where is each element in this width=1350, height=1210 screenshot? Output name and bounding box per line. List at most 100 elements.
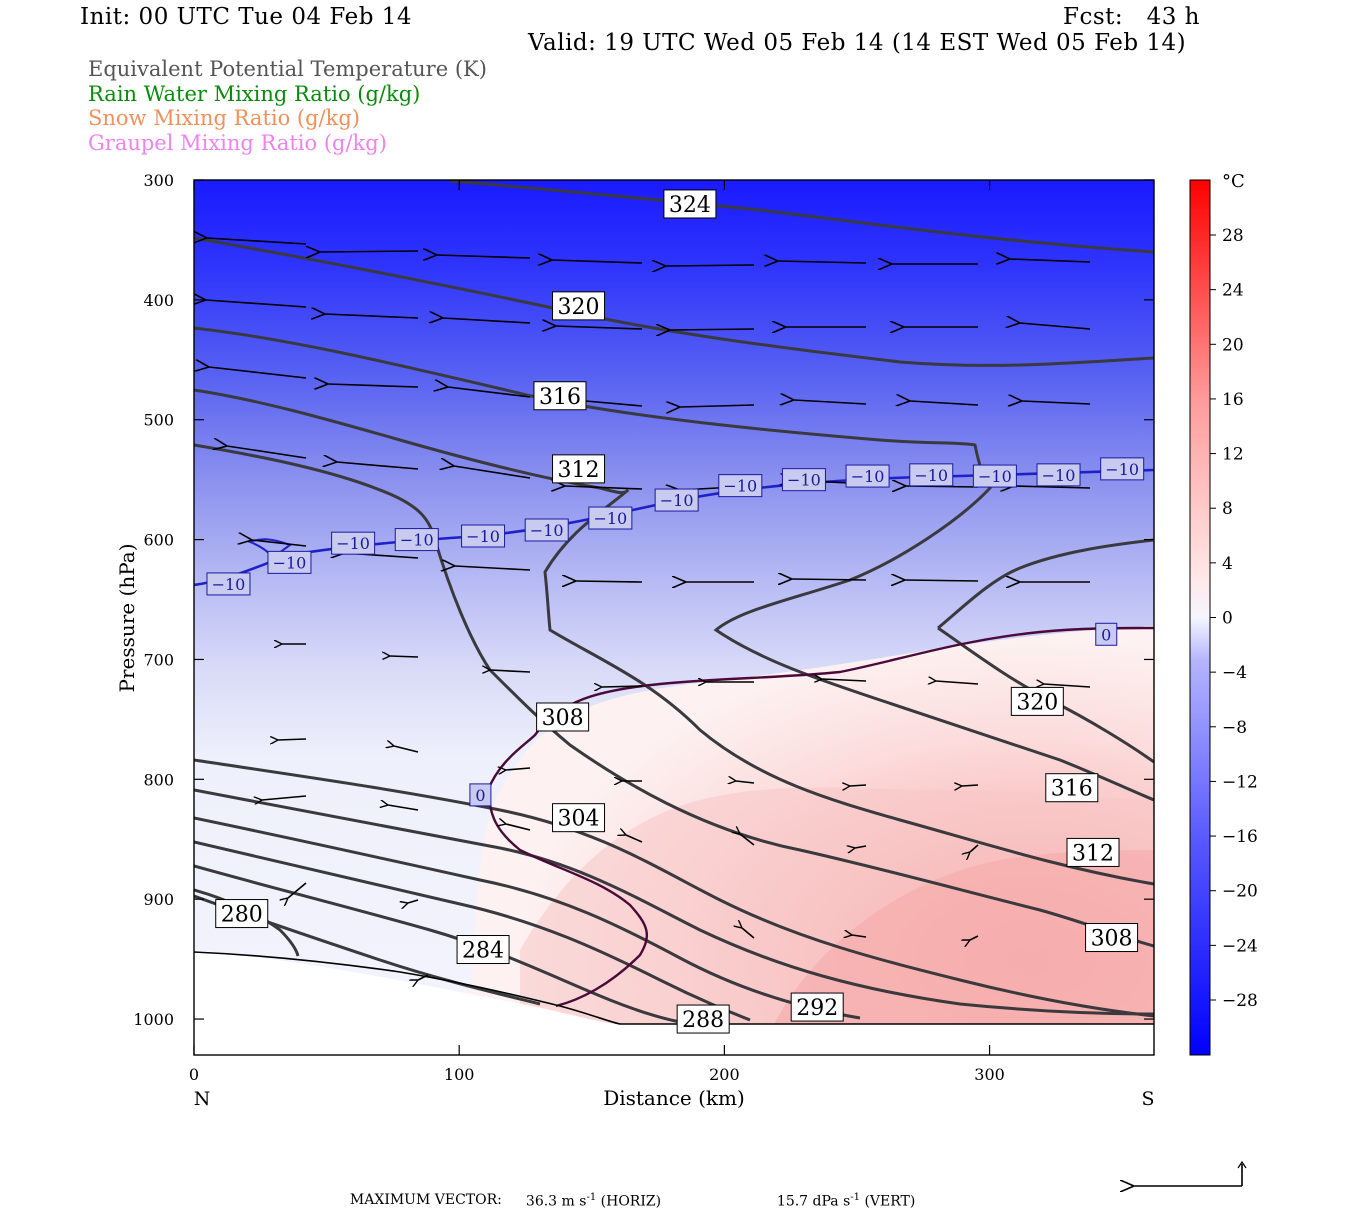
wind-vector: [1044, 684, 1091, 687]
theta-e-320-lower: [937, 538, 1154, 630]
y-tick-label: 900: [143, 890, 174, 909]
wind-vector: [506, 824, 531, 831]
theta-e-label-box: [1085, 923, 1139, 953]
colorbar: °C 28 24 20 16 12 8 4 0 −4 −8 −12 −16 −20 −24 −28: [1189, 171, 1258, 1056]
wind-vector: [448, 387, 531, 398]
colorbar-ticks: 28 24 20 16 12 8 4 0 −4 −8 −12 −16 −20 −24 −28: [1210, 226, 1258, 1011]
legend-snow: Snow Mixing Ratio (g/kg): [88, 106, 360, 130]
isotherm-label-box: [654, 488, 699, 512]
wind-vector: [278, 739, 307, 740]
wind-vector: [209, 367, 307, 379]
isotherm-label-box: [909, 463, 954, 487]
colorbar-tick-label: −12: [1222, 772, 1258, 792]
horiz-max: 36.3 m s-1 (HORIZ): [517, 1176, 661, 1210]
wind-vector: [227, 446, 307, 459]
theta-e-label: 308: [1091, 927, 1133, 952]
legend-graupel: Graupel Mixing Ratio (g/kg): [88, 131, 387, 155]
wind-vector: [1020, 323, 1091, 330]
colorbar-scale: [1189, 179, 1211, 1056]
isotherm-label-box: [461, 524, 506, 548]
theta-e-label-box: [533, 381, 587, 411]
wind-vector: [905, 580, 979, 581]
north-label: N: [194, 1088, 211, 1110]
wind-vector: [206, 300, 307, 308]
wind-vector: [1014, 486, 1091, 488]
isotherm-label-box: [1100, 457, 1145, 481]
isotherm-label-box: [331, 531, 376, 555]
wind-vector: [443, 318, 531, 323]
wind-vector: [394, 746, 419, 753]
wind-vector: [736, 781, 755, 783]
max-vector-label: MAXIMUM VECTOR:: [349, 1192, 502, 1208]
isotherm-label: −10: [400, 531, 434, 550]
valid-time: Valid: 19 UTC Wed 05 Feb 14 (14 EST Wed …: [528, 30, 1187, 56]
forecast-hour: Fcst: 43 h: [1063, 4, 1200, 30]
wind-vector: [626, 835, 643, 843]
isotherm-label-box: [524, 518, 569, 542]
colorbar-tick-label: −20: [1222, 882, 1258, 902]
theta-e-292: [194, 840, 751, 1022]
axes: 300 400 500 600 700 800 900 1000 0 100 200 300 N S Dis…: [115, 171, 1155, 1110]
colorbar-tick-label: 20: [1222, 335, 1244, 355]
wind-vector: [556, 326, 643, 329]
isotherm-label-box: [718, 474, 763, 498]
wind-vector: [490, 670, 531, 672]
theta-e-label-box: [552, 803, 606, 833]
theta-e-320: [194, 236, 1154, 367]
theta-e-label: 320: [1016, 690, 1058, 715]
x-tick-label: 300: [974, 1065, 1005, 1084]
theta-e-304: [194, 758, 1154, 1018]
wind-vector: [576, 581, 643, 582]
vert-value: 15.7 dPa s: [776, 1193, 851, 1210]
theta-e-label-box: [1010, 686, 1064, 716]
wind-vectors: [206, 238, 1091, 980]
vert-max: 15.7 dPa s-1 (VERT): [768, 1176, 915, 1210]
colorbar-tick-label: 8: [1222, 499, 1233, 519]
max-vector-footer: MAXIMUM VECTOR:: [341, 1176, 502, 1208]
isotherm-label: −10: [1042, 466, 1076, 485]
isotherm-label: 0: [1101, 625, 1111, 644]
theta-e-label: 280: [221, 903, 263, 928]
theta-e-label: 312: [1072, 841, 1114, 866]
y-axis-title: Pressure (hPa): [115, 544, 139, 693]
horiz-tag: (HORIZ): [600, 1193, 662, 1210]
wind-vector: [388, 805, 419, 811]
wind-vector: [742, 928, 755, 939]
y-tick-label: 700: [143, 650, 174, 669]
colorbar-tick-label: 28: [1222, 226, 1244, 246]
wind-vector: [565, 486, 643, 489]
colorbar-tick-label: −4: [1222, 663, 1247, 683]
isotherm-label: −10: [593, 509, 627, 528]
isotherm-label-box: [1095, 622, 1118, 646]
x-tick-label: 100: [444, 1065, 475, 1084]
theta-e-label-box: [552, 454, 606, 484]
wind-vector: [325, 314, 419, 318]
wind-vector: [337, 462, 419, 470]
y-tick-label: 600: [143, 531, 174, 550]
vert-tag: (VERT): [864, 1193, 916, 1210]
wind-vector: [852, 935, 867, 937]
isotherm-label: −10: [1105, 460, 1139, 479]
theta-e-label-box: [456, 935, 510, 965]
isotherm-label: −10: [660, 491, 694, 510]
theta-e-label-box: [1045, 773, 1099, 803]
colorbar-tick-label: −24: [1222, 936, 1258, 956]
x-tick-label: 0: [189, 1065, 199, 1084]
theta-e-312: [194, 388, 1154, 886]
wind-vector: [970, 844, 979, 852]
colorbar-tick-label: −28: [1222, 991, 1258, 1011]
isotherm-label-box: [588, 506, 633, 530]
colorbar-tick-label: −8: [1222, 718, 1247, 738]
max-vector-icon: [1134, 1160, 1247, 1186]
wind-vector: [602, 686, 643, 687]
theta-e-label-box: [663, 189, 717, 219]
isotherm-label-box: [1036, 463, 1081, 487]
colorbar-tick-label: 24: [1222, 281, 1244, 301]
x-tick-label: 200: [709, 1065, 740, 1084]
wind-vector: [506, 768, 531, 770]
theta-e-label-box: [215, 899, 269, 929]
y-tick-label: 800: [143, 770, 174, 789]
y-tick-label: 1000: [133, 1010, 174, 1029]
theta-e-label: 312: [558, 458, 600, 483]
isotherm-label: −10: [273, 553, 307, 572]
